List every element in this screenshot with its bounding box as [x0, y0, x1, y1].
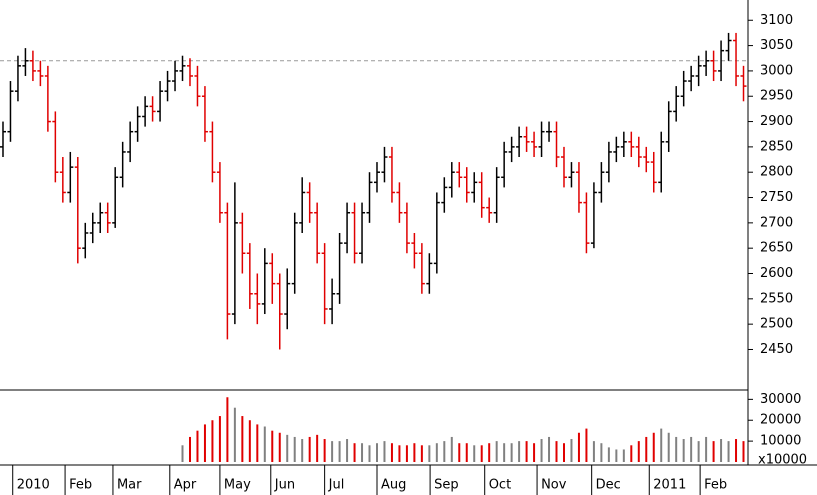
x-tick-label: Nov — [541, 478, 567, 493]
x-tick-label: 2010 — [17, 478, 50, 493]
x-tick-label: May — [224, 478, 251, 493]
x-tick-label: Jun — [274, 478, 295, 493]
y-tick-label: 2750 — [760, 190, 793, 205]
y-tick-label: 2550 — [760, 291, 793, 306]
x-tick-label: Feb — [704, 478, 727, 493]
volume-y-tick-label: 30000 — [760, 392, 801, 407]
y-tick-label: 2900 — [760, 114, 793, 129]
y-tick-label: 3050 — [760, 38, 793, 53]
x-tick-label: Sep — [434, 478, 459, 493]
x-tick-label: Dec — [596, 478, 621, 493]
y-tick-label: 2500 — [760, 317, 793, 332]
y-tick-label: 2950 — [760, 89, 793, 104]
y-tick-label: 3000 — [760, 63, 793, 78]
x-tick-label: Apr — [174, 478, 197, 493]
y-tick-label: 2600 — [760, 266, 793, 281]
x-tick-label: Jul — [328, 478, 345, 493]
y-tick-label: 2450 — [760, 342, 793, 357]
y-tick-label: 2700 — [760, 215, 793, 230]
volume-y-tick-label: 10000 — [760, 434, 801, 449]
x-tick-label: Mar — [117, 478, 142, 493]
x-tick-label: Aug — [381, 478, 406, 493]
y-tick-label: 3100 — [760, 13, 793, 28]
y-tick-label: 2850 — [760, 139, 793, 154]
volume-unit-label: x10000 — [758, 453, 807, 468]
x-tick-label: 2011 — [653, 478, 686, 493]
x-tick-label: Oct — [489, 478, 511, 493]
y-tick-label: 2800 — [760, 165, 793, 180]
y-tick-label: 2650 — [760, 241, 793, 256]
x-tick-label: Feb — [69, 478, 92, 493]
volume-y-tick-label: 20000 — [760, 413, 801, 428]
